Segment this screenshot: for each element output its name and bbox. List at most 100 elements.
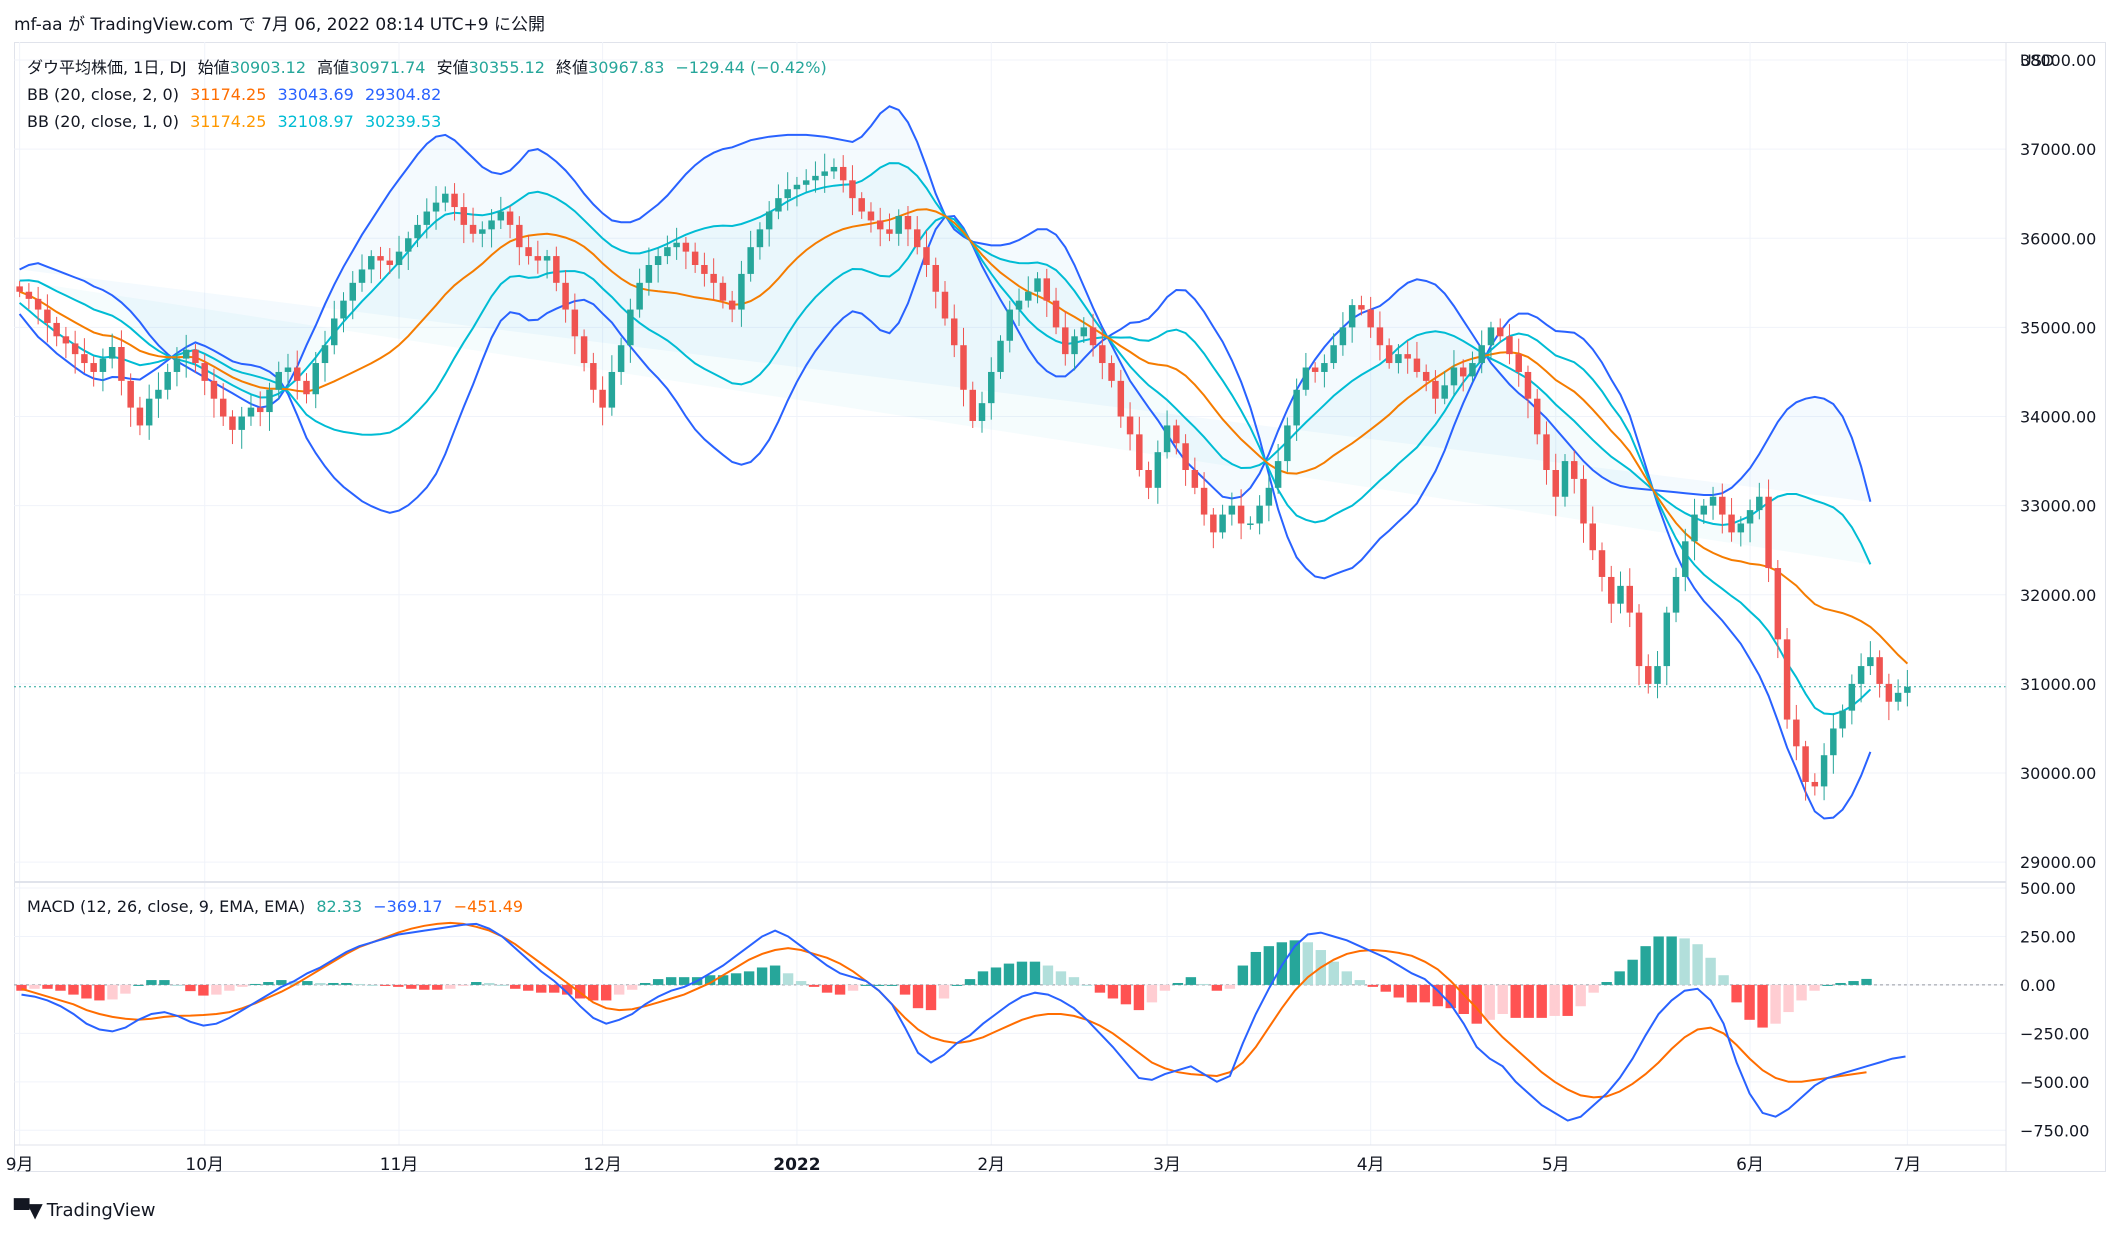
candle-body [673,243,679,247]
symbol-name[interactable]: ダウ平均株価, 1日, DJ [27,58,187,77]
candle-body [720,283,726,301]
macd-tick-label: −500.00 [2020,1073,2089,1092]
macd-histogram-bar [679,977,689,985]
macd-histogram-bar [263,982,273,985]
candle-body [498,212,504,221]
macd-histogram-bar [1277,942,1287,985]
candle-body [164,372,170,390]
macd-histogram-bar [1394,985,1404,998]
candle-body [1219,515,1225,533]
candle-body [1719,497,1725,515]
macd-histogram-bar [380,985,390,986]
time-tick-label: 2月 [977,1155,1005,1175]
macd-histogram-bar [1848,981,1858,985]
bb1-label[interactable]: BB (20, close, 1, 0) [27,112,179,131]
macd-histogram-bar [432,985,442,990]
time-tick-label: 5月 [1542,1155,1570,1175]
candle-body [1552,470,1558,497]
candle-body [1691,515,1697,542]
high-label: 高値30971.74 [317,58,425,77]
macd-histogram-bar [497,985,507,986]
bb1-mid: 31174.25 [190,112,266,131]
macd-label[interactable]: MACD (12, 26, close, 9, EMA, EMA) [27,897,305,916]
candle-body [479,229,485,233]
macd-histogram-bar [1407,985,1417,1002]
candle-body [821,171,827,175]
macd-histogram-bar [1160,985,1170,991]
candle-body [1895,693,1901,702]
macd-histogram-bar [1744,985,1754,1020]
candle-body [192,350,198,363]
candle-body [683,243,689,252]
candle-body [627,310,633,346]
candle-body [155,390,161,399]
candle-body [1053,301,1059,328]
candle-body [1497,327,1503,336]
macd-histogram-bar [419,985,429,990]
tradingview-logo-icon[interactable]: ▀▼ [14,1198,41,1222]
price-tick-label: 30000.00 [2020,764,2096,783]
macd-histogram-bar [601,985,611,1001]
candle-body [1099,345,1105,363]
macd-histogram-bar [939,985,949,999]
close-label: 終値30967.83 [556,58,664,77]
candle-body [1488,327,1494,345]
candle-body [1192,470,1198,488]
macd-histogram-bar [1147,985,1157,1002]
macd-histogram-bar [1524,985,1534,1018]
candle-body [1756,497,1762,510]
candle-body [1571,461,1577,479]
candle-body [1608,577,1614,604]
macd-histogram-bar [367,985,377,986]
candle-body [1423,372,1429,381]
macd-histogram-bar [120,985,130,994]
macd-histogram-bar [1069,977,1079,985]
candle-body [1849,684,1855,711]
candle-body [470,225,476,234]
macd-histogram-bar [926,985,936,1010]
candle-body [174,359,180,372]
candle-body [1636,613,1642,666]
candle-body [1238,506,1244,524]
time-tick-label: 6月 [1736,1155,1764,1175]
chart-svg[interactable]: 29000.0030000.0031000.0032000.0033000.00… [0,0,2127,1234]
macd-histogram-bar [1381,985,1391,992]
candle-body [63,336,69,343]
change-value: −129.44 (−0.42%) [675,58,826,77]
candle-body [1775,568,1781,639]
candle-body [507,212,513,225]
candle-body [350,283,356,301]
macd-histogram-bar [315,983,325,985]
macd-histogram-bar [1134,985,1144,1010]
macd-histogram-bar [458,985,468,986]
macd-histogram-bar [224,985,234,991]
macd-histogram-bar [354,984,364,985]
macd-histogram-bar [185,985,195,991]
candle-body [636,283,642,310]
bb2-label[interactable]: BB (20, close, 2, 0) [27,85,179,104]
candle-body [1441,385,1447,398]
macd-histogram-bar [913,985,923,1008]
macd-histogram-bar [42,985,52,989]
candle-body [1627,586,1633,613]
candle-body [387,261,393,265]
candle-body [562,283,568,310]
candle-body [1460,368,1466,377]
candle-body [1386,345,1392,363]
macd-histogram-bar [835,985,845,995]
macd-hist-value: 82.33 [316,897,362,916]
candle-body [692,252,698,265]
candle-body [1284,425,1290,461]
candle-body [1784,639,1790,719]
macd-legend: MACD (12, 26, close, 9, EMA, EMA) 82.33 … [27,897,523,916]
price-tick-label: 29000.00 [2020,853,2096,872]
candle-body [1886,684,1892,702]
macd-histogram-bar [68,985,78,995]
candle-body [1478,345,1484,363]
macd-histogram-bar [484,983,494,985]
low-label: 安値30355.12 [437,58,545,77]
candle-body [331,318,337,345]
macd-histogram-bar [770,966,780,985]
macd-histogram-bar [796,981,806,985]
brand-name[interactable]: TradingView [47,1200,156,1221]
